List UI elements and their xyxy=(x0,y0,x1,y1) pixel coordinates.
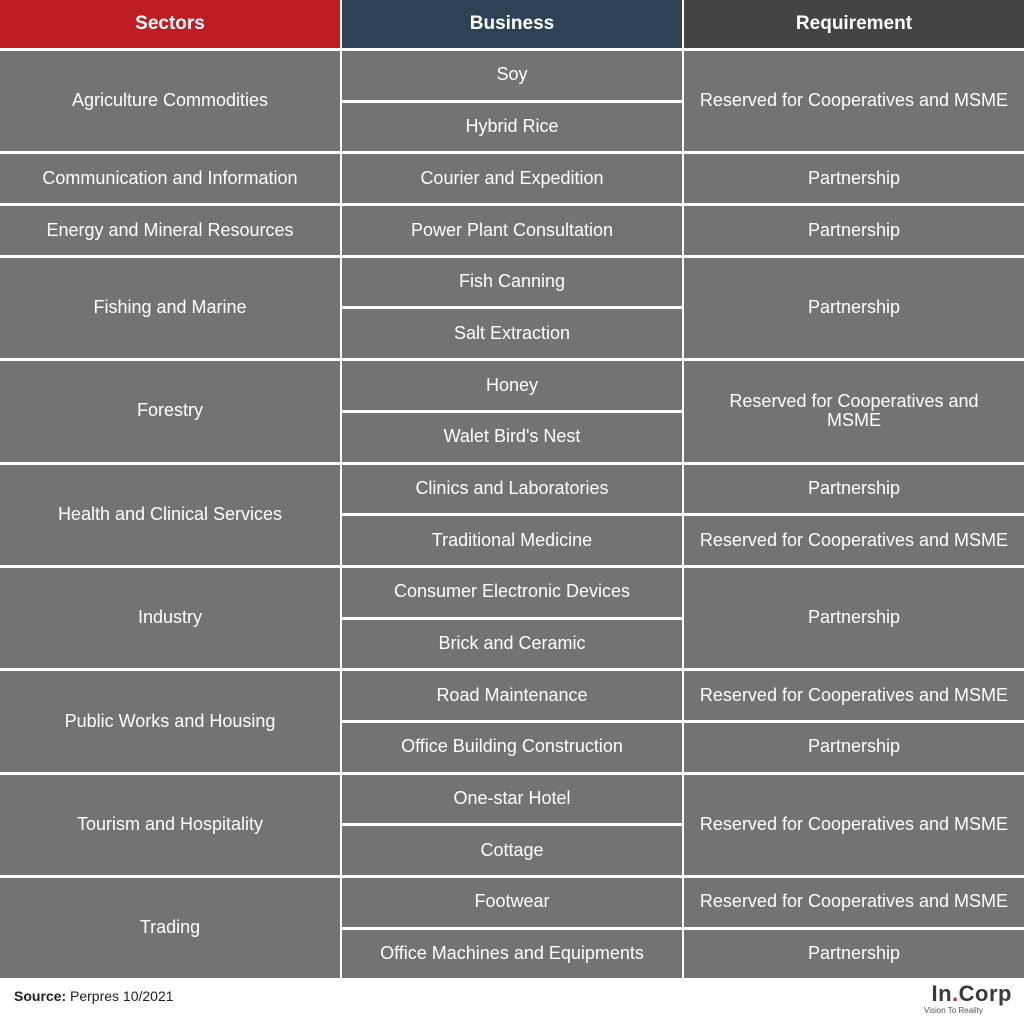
sector-cell: Agriculture Commodities xyxy=(0,51,340,152)
requirement-cell: Partnership xyxy=(684,929,1024,979)
sector-cell: Forestry xyxy=(0,361,340,462)
sector-cell: Health and Clinical Services xyxy=(0,464,340,565)
business-cell: Traditional Medicine xyxy=(342,516,682,565)
requirement-cell: Reserved for Cooperatives and MSME xyxy=(684,361,1024,462)
business-cell: Office Building Construction xyxy=(342,722,682,772)
sector-cell: Trading xyxy=(0,878,340,979)
business-cell: Hybrid Rice xyxy=(342,102,682,152)
sector-cell: Energy and Mineral Resources xyxy=(0,206,340,255)
requirement-cell: Partnership xyxy=(684,464,1024,514)
source-value: Perpres 10/2021 xyxy=(70,988,174,1004)
business-cell: Soy xyxy=(342,51,682,100)
business-cell: Clinics and Laboratories xyxy=(342,464,682,514)
business-cell: Consumer Electronic Devices xyxy=(342,567,682,617)
business-cell: Footwear xyxy=(342,878,682,927)
sectors-table: Sectors Business Requirement Agriculture… xyxy=(0,0,1024,980)
requirement-cell: Reserved for Cooperatives and MSME xyxy=(684,878,1024,927)
logo-part-2: Corp xyxy=(958,981,1012,1006)
header-requirement: Requirement xyxy=(684,0,1024,48)
requirement-cell: Partnership xyxy=(684,567,1024,669)
requirement-cell: Partnership xyxy=(684,257,1024,359)
business-cell: Fish Canning xyxy=(342,257,682,307)
requirement-cell: Partnership xyxy=(684,206,1024,255)
logo-wordmark: In.Corp xyxy=(922,982,1012,1006)
business-cell: Walet Bird's Nest xyxy=(342,412,682,462)
requirement-cell: Reserved for Cooperatives and MSME xyxy=(684,516,1024,565)
business-cell: Salt Extraction xyxy=(342,309,682,359)
requirement-cell: Partnership xyxy=(684,722,1024,772)
source-label: Source: xyxy=(14,988,67,1004)
business-cell: Courier and Expedition xyxy=(342,154,682,204)
header-business: Business xyxy=(342,0,682,48)
business-cell: Brick and Ceramic xyxy=(342,619,682,669)
sector-cell: Industry xyxy=(0,567,340,669)
requirement-cell: Partnership xyxy=(684,154,1024,204)
business-cell: One-star Hotel xyxy=(342,774,682,824)
logo-dot: . xyxy=(952,981,959,1006)
requirement-cell: Reserved for Cooperatives and MSME xyxy=(684,51,1024,152)
requirement-cell: Reserved for Cooperatives and MSME xyxy=(684,774,1024,875)
business-cell: Cottage xyxy=(342,826,682,875)
header-sectors: Sectors xyxy=(0,0,340,48)
sector-cell: Tourism and Hospitality xyxy=(0,774,340,875)
logo-tagline: Vision To Reality xyxy=(924,1006,983,1015)
business-cell: Office Machines and Equipments xyxy=(342,929,682,979)
business-cell: Honey xyxy=(342,361,682,410)
business-cell: Power Plant Consultation xyxy=(342,206,682,255)
business-cell: Road Maintenance xyxy=(342,671,682,720)
incorp-logo: In.Corp Vision To Reality xyxy=(922,982,1012,1018)
source-note: Source: Perpres 10/2021 xyxy=(14,988,174,1004)
logo-part-1: In xyxy=(931,981,953,1006)
requirement-cell: Reserved for Cooperatives and MSME xyxy=(684,671,1024,720)
sector-cell: Communication and Information xyxy=(0,154,340,204)
sector-cell: Fishing and Marine xyxy=(0,257,340,359)
sector-cell: Public Works and Housing xyxy=(0,671,340,772)
